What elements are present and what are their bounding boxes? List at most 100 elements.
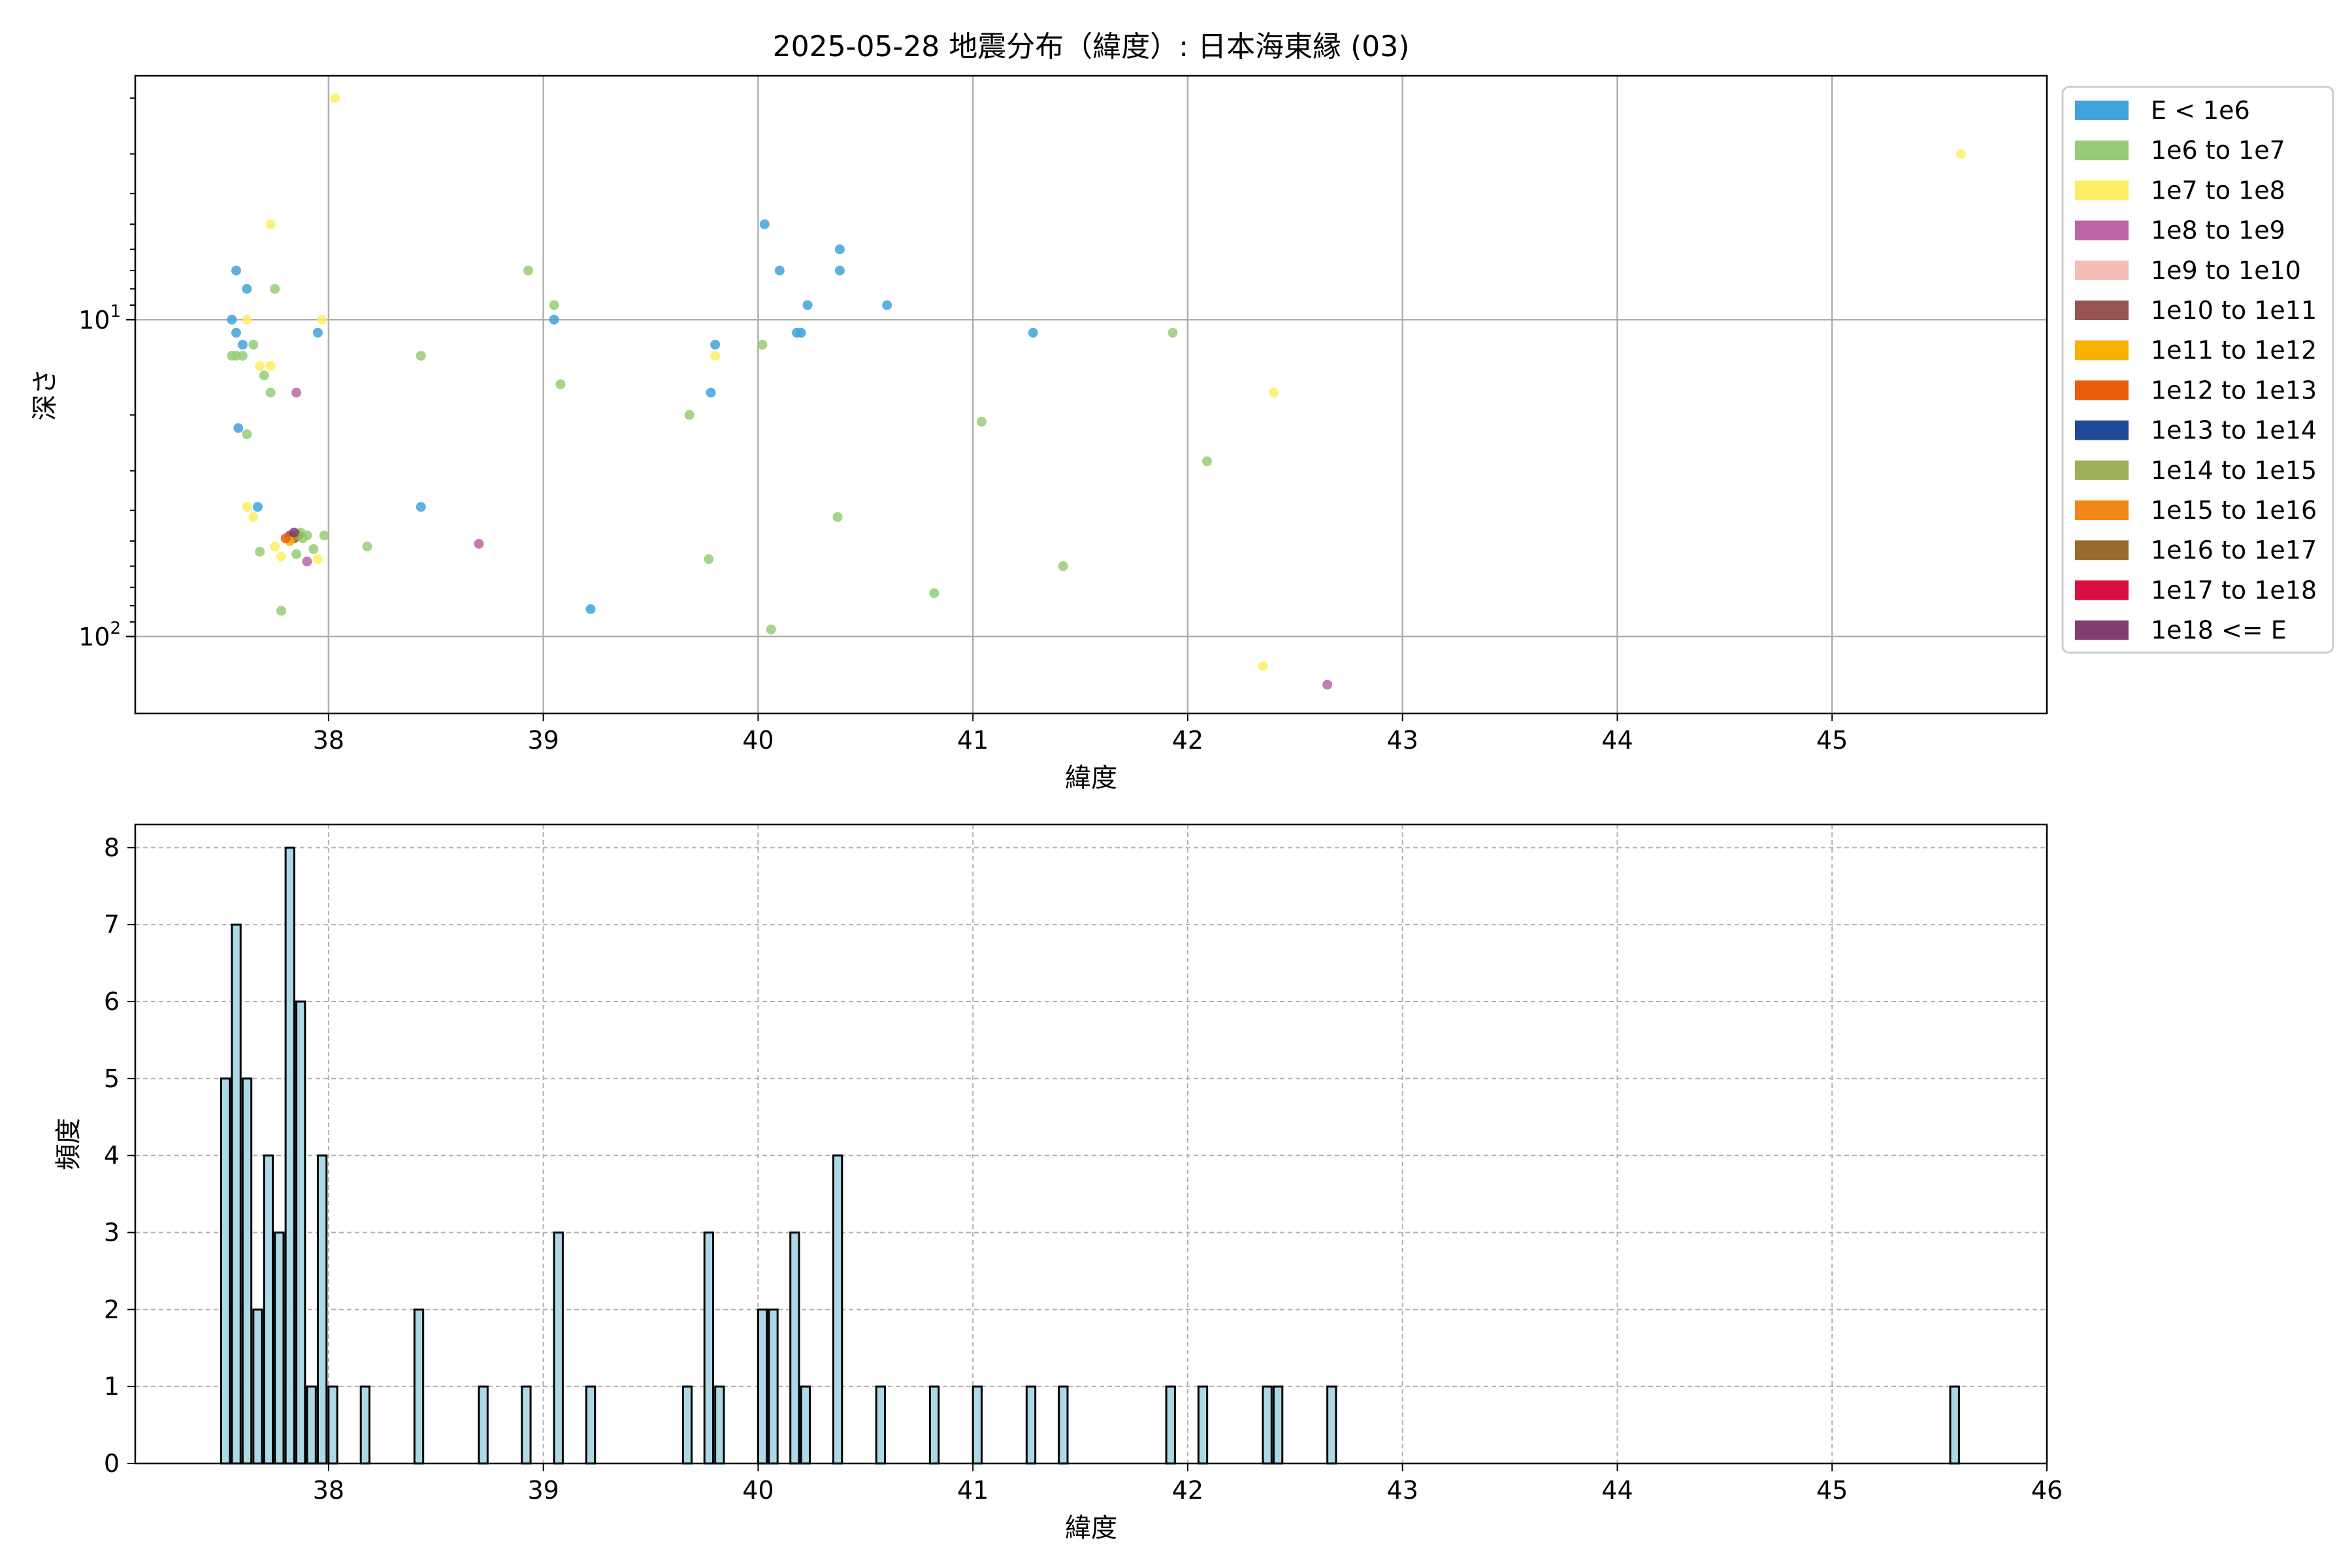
legend-swatch — [2075, 620, 2129, 640]
scatter-point — [976, 416, 987, 427]
histogram-bar — [274, 1232, 285, 1465]
histogram-bar — [1165, 1385, 1176, 1465]
scatter-point — [291, 387, 302, 398]
y-tick-label: 101 — [78, 302, 121, 335]
histogram-bar — [972, 1385, 983, 1465]
histogram-bar — [327, 1385, 338, 1465]
y-tick-label: 0 — [104, 1449, 120, 1478]
x-tick-label: 41 — [957, 1476, 988, 1505]
y-tick-label: 2 — [104, 1295, 120, 1324]
x-tick-label: 39 — [527, 1476, 559, 1505]
histogram-bar — [585, 1385, 596, 1465]
legend-label: 1e13 to 1e14 — [2151, 416, 2317, 445]
scatter-point — [265, 387, 276, 398]
legend-label: 1e17 to 1e18 — [2151, 576, 2317, 604]
legend-swatch — [2075, 260, 2129, 280]
scatter-point — [237, 350, 248, 361]
histogram-bar — [1262, 1385, 1273, 1465]
x-tick-label: 42 — [1172, 1476, 1203, 1505]
x-tick-label: 40 — [742, 726, 774, 755]
x-tick-label: 45 — [1816, 726, 1848, 755]
legend-label: E < 1e6 — [2151, 96, 2250, 125]
scatter-point — [255, 361, 265, 371]
histogram-bar — [284, 846, 295, 1465]
scatter-point — [312, 554, 323, 564]
legend-swatch — [2075, 540, 2129, 561]
legend-label: 1e18 <= E — [2151, 616, 2287, 645]
scatter-point — [302, 556, 312, 566]
legend-swatch — [2075, 380, 2129, 400]
y-tick-label: 3 — [104, 1218, 120, 1247]
legend-swatch — [2075, 460, 2129, 480]
scatter-point — [523, 265, 534, 276]
legend-label: 1e11 to 1e12 — [2151, 336, 2317, 365]
x-tick-label: 39 — [527, 726, 559, 755]
histogram-bar — [757, 1308, 768, 1465]
scatter-point — [549, 314, 559, 325]
scatter-point — [302, 531, 312, 541]
x-tick-label: 38 — [313, 726, 344, 755]
x-tick-label: 44 — [1601, 1476, 1633, 1505]
histogram-bar — [1025, 1385, 1037, 1465]
y-tick-label: 1 — [104, 1372, 120, 1401]
scatter-point — [796, 327, 806, 338]
legend-swatch — [2075, 580, 2129, 600]
legend-label: 1e7 to 1e8 — [2151, 176, 2285, 204]
scatter-point — [832, 512, 843, 522]
scatter-point — [929, 588, 939, 598]
x-tick-label: 43 — [1387, 1476, 1418, 1505]
scatter-point — [1258, 661, 1268, 671]
scatter-point — [237, 340, 248, 350]
legend-label: 1e6 to 1e7 — [2151, 136, 2285, 165]
histogram-bar — [478, 1385, 489, 1465]
scatter-point — [416, 350, 426, 361]
histogram-bar — [681, 1385, 693, 1465]
figure-title: 2025-05-28 地震分布（緯度）: 日本海東縁 (03) — [773, 30, 1410, 63]
scatter-point — [757, 340, 768, 350]
scatter-point — [242, 314, 252, 325]
histogram-bar — [521, 1385, 532, 1465]
scatter-point — [276, 606, 287, 616]
legend-label: 1e16 to 1e17 — [2151, 536, 2317, 564]
legend-label: 1e15 to 1e16 — [2151, 496, 2317, 525]
histogram-bar — [263, 1154, 274, 1465]
x-axis-label: 緯度 — [1065, 763, 1117, 793]
legend-label: 1e10 to 1e11 — [2151, 296, 2317, 325]
x-tick-label: 43 — [1387, 726, 1418, 755]
y-tick-label: 5 — [104, 1064, 120, 1093]
histogram-bar — [359, 1385, 371, 1465]
histogram-bar — [413, 1308, 425, 1465]
legend: E < 1e6 1e6 to 1e7 1e7 to 1e8 1e8 to 1e9 1e9… — [2061, 86, 2334, 654]
scatter-point — [248, 340, 259, 350]
legend-swatch — [2075, 140, 2129, 161]
scatter-plot: 38 39 40 41 42 43 44 45 101 102 緯度 深さ — [30, 74, 2048, 793]
histogram-bar — [241, 1077, 253, 1465]
scatter-point — [255, 546, 265, 557]
legend-frame — [2061, 86, 2334, 654]
scatter-point — [231, 265, 242, 276]
legend-swatch — [2075, 420, 2129, 440]
scatter-point — [774, 265, 785, 276]
legend-swatch — [2075, 101, 2129, 120]
histogram-bar — [1272, 1385, 1284, 1465]
scatter-point — [330, 93, 340, 103]
scatter-point — [280, 533, 291, 544]
scatter-point — [265, 219, 276, 229]
scatter-point — [242, 502, 252, 512]
histogram-bar — [316, 1154, 328, 1465]
x-tick-label: 41 — [957, 726, 988, 755]
scatter-point — [882, 300, 892, 310]
scatter-point — [233, 423, 244, 433]
x-tick-label: 40 — [742, 1476, 774, 1505]
histogram-bar — [1326, 1385, 1337, 1465]
scatter-point — [549, 300, 559, 310]
scatter-point — [1202, 456, 1213, 466]
scatter-point — [766, 624, 776, 634]
histogram-bar — [875, 1385, 887, 1465]
scatter-point — [1058, 561, 1068, 572]
y-axis-label: 頻度 — [54, 1118, 84, 1170]
histogram-bar — [800, 1385, 811, 1465]
scatter-point — [759, 219, 770, 229]
